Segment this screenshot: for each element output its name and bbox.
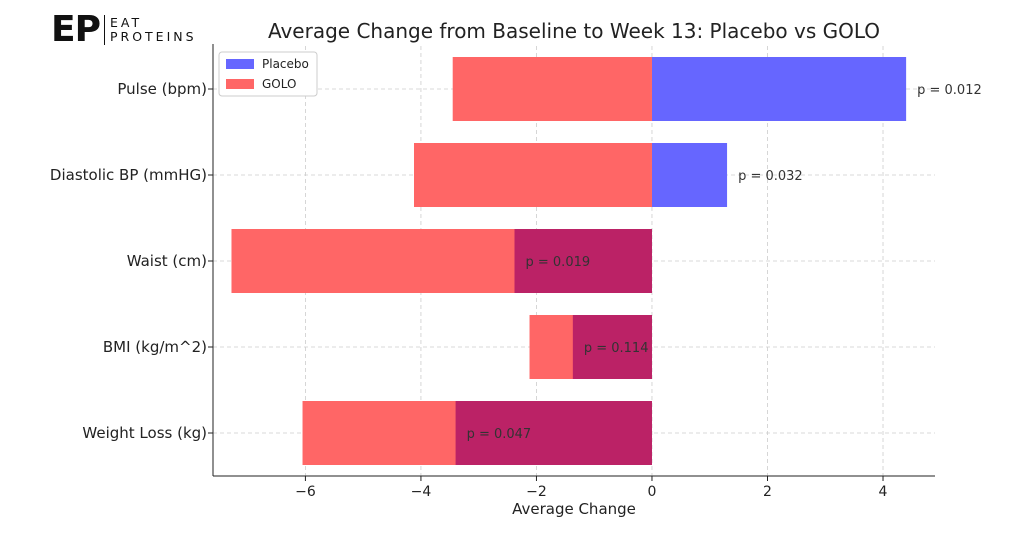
chart-title: Average Change from Baseline to Week 13:… (268, 19, 880, 43)
p-value-label: p = 0.032 (738, 169, 803, 184)
bars (231, 57, 907, 465)
legend-swatch (226, 59, 254, 69)
legend-swatch (226, 79, 254, 89)
logo-mark: EP (51, 9, 101, 50)
logo-text: EAT PROTEINS (110, 16, 197, 44)
bar-overlap (514, 229, 652, 293)
x-tick-label: −6 (295, 484, 316, 500)
x-tick-label: 2 (763, 484, 772, 500)
p-value-label: p = 0.012 (917, 83, 982, 98)
annotations: p = 0.012 p = 0.032 p = 0.019 p = 0.114 p = … (467, 83, 982, 442)
category-label: BMI (kg/m^2) (103, 338, 207, 356)
bar-placebo (651, 143, 728, 207)
bar-overlap (455, 401, 652, 465)
bar-golo (452, 57, 652, 121)
category-label: Diastolic BP (mmHG) (50, 166, 207, 184)
x-ticks: −6 −4 −2 0 2 4 (295, 476, 888, 500)
bar-overlap (572, 315, 652, 379)
category-label: Waist (cm) (127, 252, 207, 270)
p-value-label: p = 0.019 (526, 255, 591, 270)
category-label: Pulse (bpm) (117, 80, 207, 98)
legend: Placebo GOLO (218, 51, 318, 97)
bar-placebo (651, 57, 907, 121)
x-axis-label: Average Change (512, 500, 636, 518)
logo-text-line1: EAT (109, 15, 143, 30)
category-labels: Pulse (bpm) Diastolic BP (mmHG) Waist (cm)… (50, 80, 213, 442)
x-tick-label: −4 (411, 484, 432, 500)
p-value-label: p = 0.114 (584, 341, 649, 356)
axes (212, 44, 935, 477)
legend-label: GOLO (262, 77, 296, 91)
logo-divider (103, 15, 105, 45)
logo: EP EAT PROTEINS (51, 10, 197, 50)
category-label: Weight Loss (kg) (82, 424, 207, 442)
x-tick-label: 0 (648, 484, 657, 500)
bar-golo (414, 143, 652, 207)
x-tick-label: −2 (526, 484, 547, 500)
logo-text-line2: PROTEINS (109, 29, 197, 44)
x-tick-label: 4 (879, 484, 888, 500)
legend-label: Placebo (262, 57, 309, 71)
p-value-label: p = 0.047 (467, 427, 532, 442)
